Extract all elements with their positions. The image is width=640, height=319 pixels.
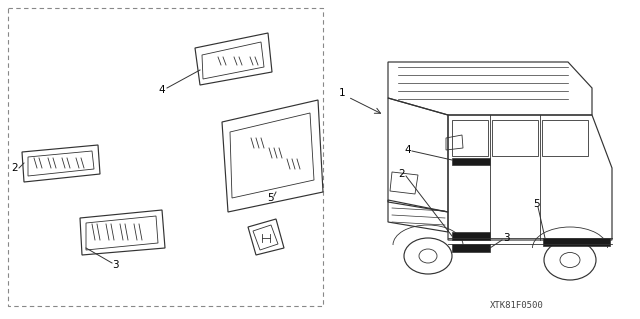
Polygon shape [543, 238, 610, 246]
Text: 1: 1 [339, 88, 346, 98]
Text: 3: 3 [112, 260, 118, 270]
Bar [8, 8, 323, 306]
Text: 2: 2 [12, 163, 19, 173]
Text: 5: 5 [534, 199, 540, 209]
Text: XTK81F0500: XTK81F0500 [490, 300, 544, 309]
Bar [492, 120, 538, 156]
Text: 5: 5 [267, 193, 273, 203]
Polygon shape [452, 232, 490, 240]
Bar [542, 120, 588, 156]
Text: 3: 3 [502, 233, 509, 243]
Text: 2: 2 [399, 169, 405, 179]
Polygon shape [452, 244, 490, 252]
Polygon shape [452, 158, 490, 165]
Text: 4: 4 [159, 85, 165, 95]
Text: 4: 4 [404, 145, 412, 155]
Bar [452, 120, 488, 156]
